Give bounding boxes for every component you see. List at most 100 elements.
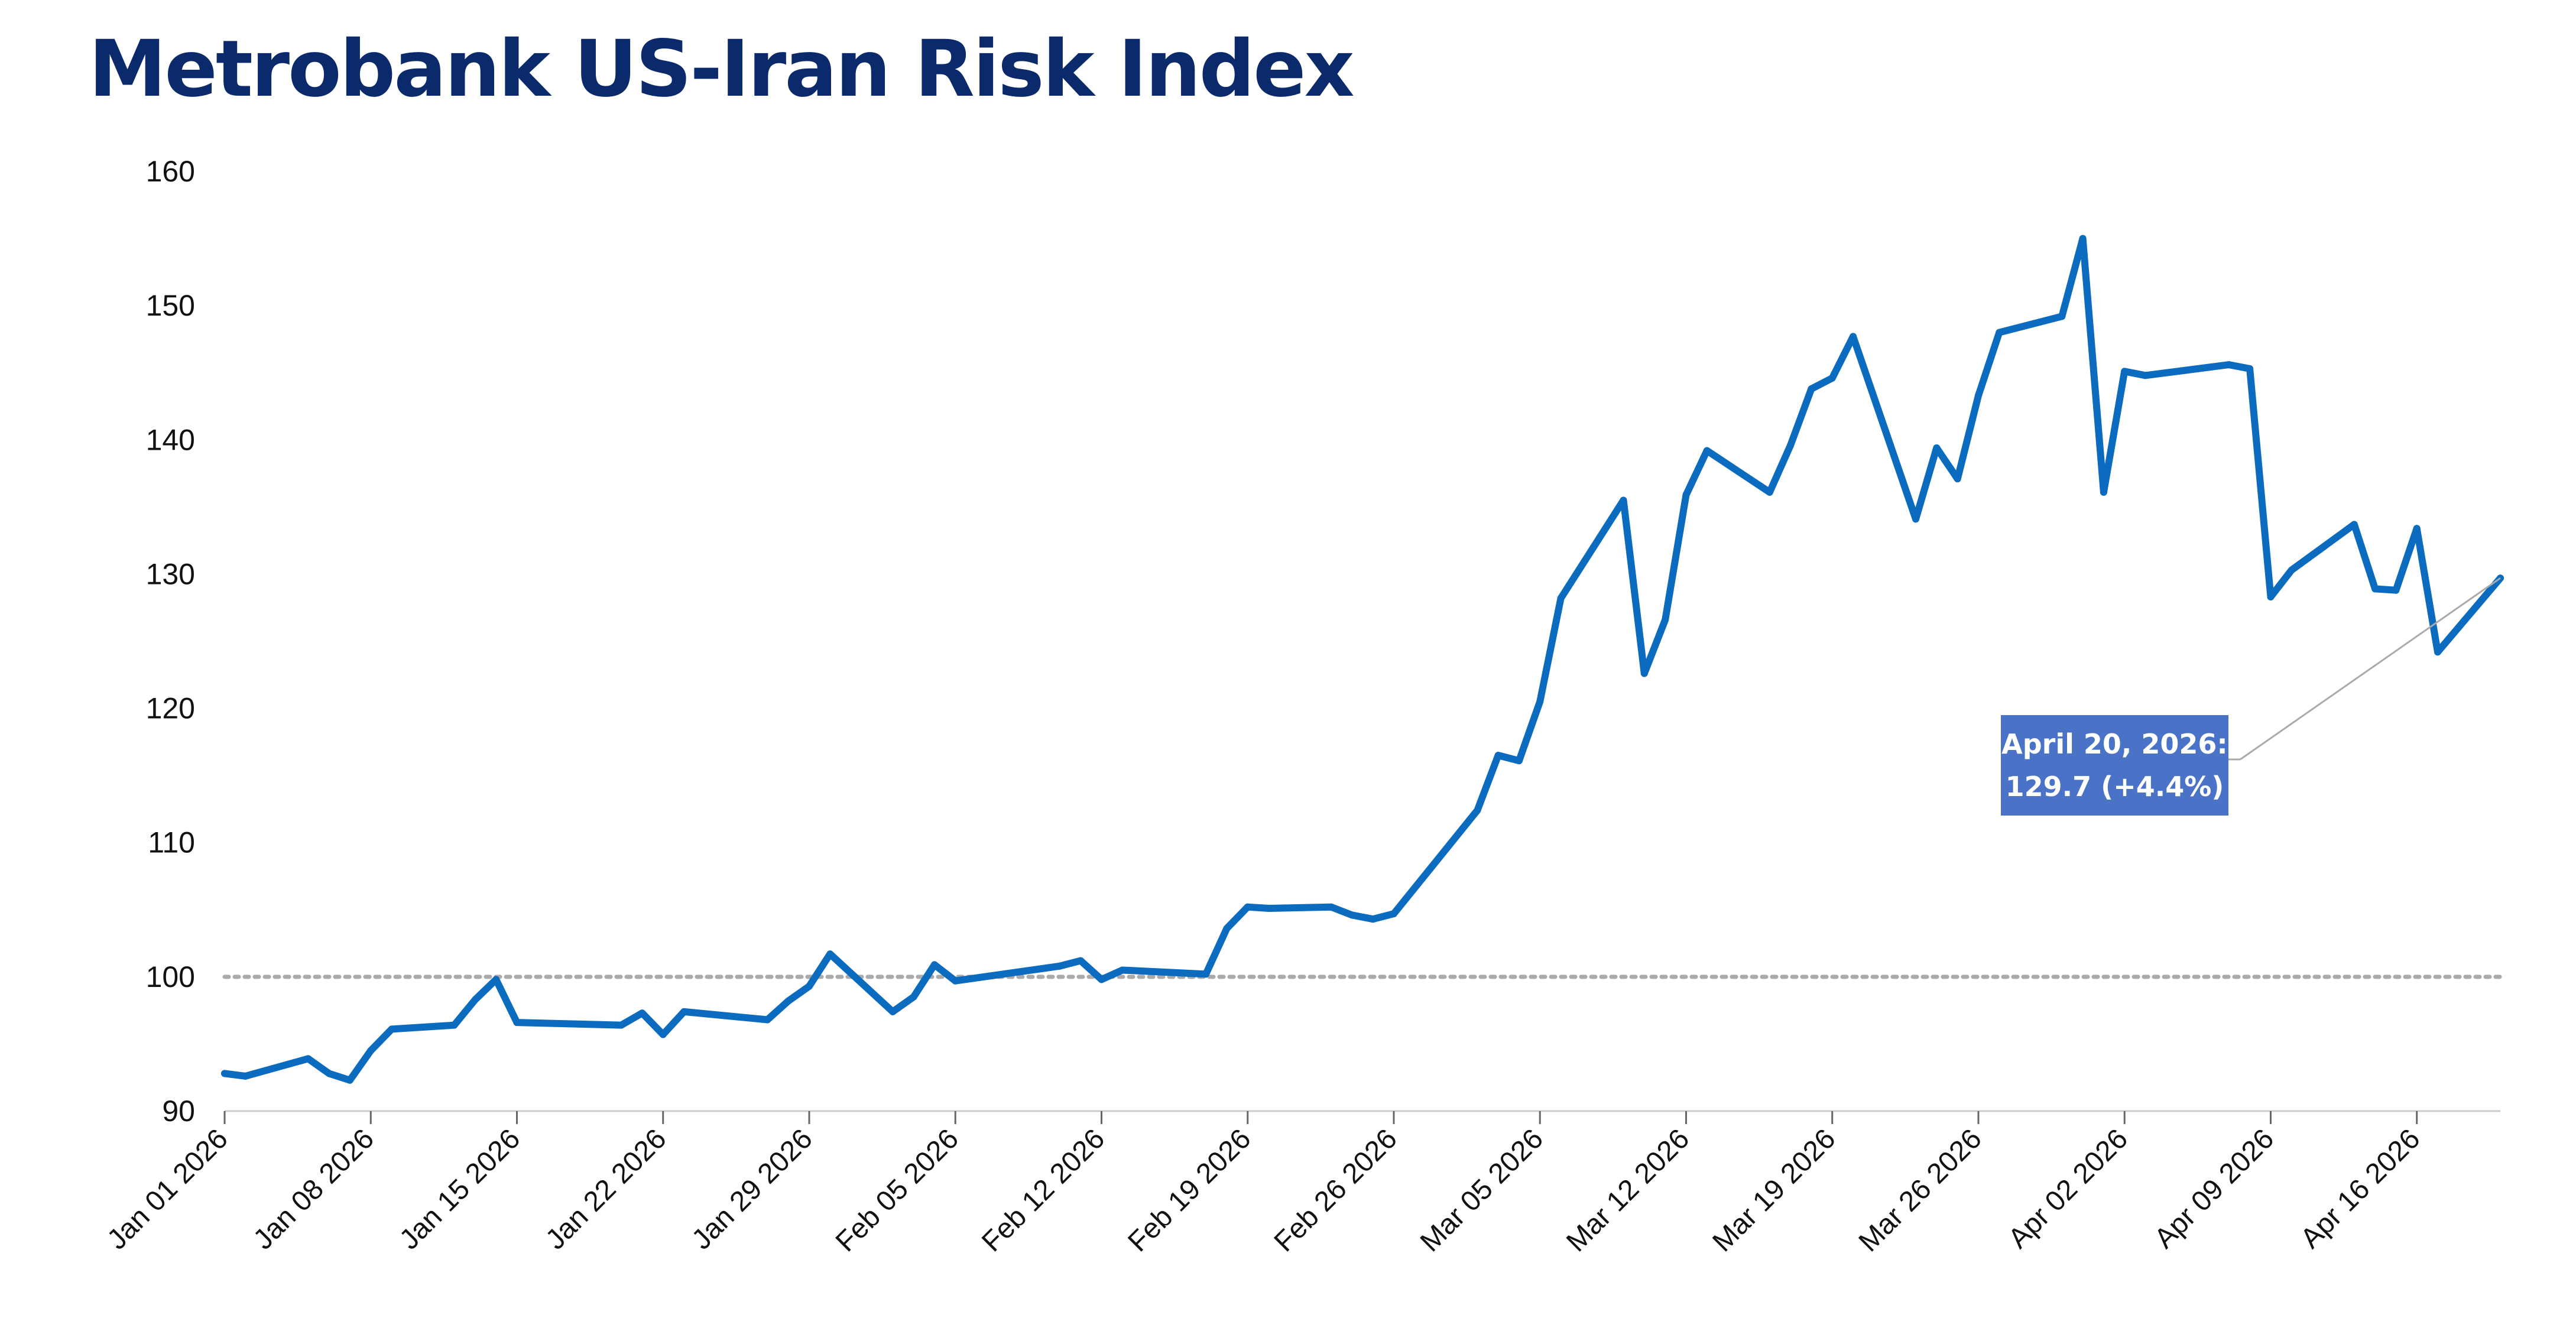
x-tick-label: Mar 05 2026 <box>1414 1123 1549 1258</box>
data-point <box>1850 333 1857 340</box>
data-point <box>1348 911 1356 919</box>
data-point <box>1265 905 1273 912</box>
data-point <box>806 982 813 990</box>
data-point <box>1515 757 1523 765</box>
data-point <box>513 1019 521 1027</box>
x-tick-label: Jan 22 2026 <box>540 1123 672 1255</box>
data-point <box>242 1072 249 1080</box>
data-point <box>2288 566 2295 574</box>
data-point <box>618 1021 625 1029</box>
data-point <box>1557 595 1565 602</box>
data-point <box>2142 372 2149 379</box>
data-point <box>2079 235 2087 242</box>
data-point <box>1369 915 1377 923</box>
x-tick-label: Feb 12 2026 <box>976 1123 1111 1258</box>
y-tick-label: 110 <box>148 826 195 859</box>
data-point <box>2434 648 2441 656</box>
x-tick-label: Jan 29 2026 <box>686 1123 818 1255</box>
data-point <box>910 993 917 1001</box>
annotation-line-1: April 20, 2026: <box>2001 728 2228 760</box>
x-tick-label: Feb 05 2026 <box>830 1123 965 1258</box>
x-tick-label: Feb 26 2026 <box>1268 1123 1403 1258</box>
data-point <box>2350 521 2358 528</box>
data-point <box>764 1016 771 1024</box>
data-point <box>1536 698 1544 706</box>
data-point <box>1328 903 1335 911</box>
data-points <box>221 235 2504 1084</box>
data-point <box>1808 385 1815 392</box>
data-point <box>889 1008 897 1015</box>
data-point <box>1954 475 1961 483</box>
data-point <box>1390 910 1397 918</box>
chart-title: Metrobank US-Iran Risk Index <box>89 24 1355 115</box>
data-point <box>346 1076 353 1084</box>
data-point <box>1787 441 1795 449</box>
data-point <box>1912 515 1919 523</box>
data-point <box>1494 752 1502 759</box>
y-tick-label: 140 <box>146 423 195 456</box>
annotation-leader-line <box>2240 577 2501 761</box>
annotation-callout-box <box>2001 715 2228 816</box>
data-point <box>1244 903 1251 911</box>
y-tick-label: 90 <box>162 1095 195 1128</box>
data-point <box>325 1070 333 1077</box>
data-point <box>680 1008 688 1015</box>
x-tick-label: Jan 01 2026 <box>101 1123 233 1255</box>
data-point <box>1682 491 1690 499</box>
data-point <box>638 1009 646 1017</box>
data-point <box>826 950 834 958</box>
data-point <box>1766 488 1773 496</box>
y-tick-label: 150 <box>146 289 195 322</box>
x-tick-label: Apr 02 2026 <box>2003 1123 2134 1254</box>
x-tick-label: Mar 19 2026 <box>1706 1123 1841 1258</box>
data-point <box>952 977 959 985</box>
data-point <box>471 996 479 1004</box>
y-tick-label: 120 <box>146 692 195 725</box>
y-tick-label: 100 <box>146 960 195 993</box>
data-point <box>1640 670 1648 677</box>
data-point <box>1996 329 2003 336</box>
data-point <box>367 1047 375 1054</box>
data-point <box>1098 976 1105 983</box>
data-point <box>1933 444 1941 452</box>
data-point <box>388 1025 395 1033</box>
data-point <box>1223 925 1231 933</box>
annotation-line-2: 129.7 (+4.4%) <box>2006 771 2224 803</box>
data-point <box>2371 585 2379 593</box>
data-point <box>1056 962 1063 970</box>
data-point <box>1118 966 1126 974</box>
data-point <box>492 976 500 983</box>
x-tick-label: Jan 15 2026 <box>394 1123 526 1255</box>
data-point <box>2267 593 2275 600</box>
data-point <box>784 997 792 1005</box>
data-point <box>1703 447 1711 454</box>
data-point <box>1474 807 1481 814</box>
data-point <box>450 1021 458 1029</box>
x-tick-label: Mar 12 2026 <box>1560 1123 1695 1258</box>
data-point <box>1828 374 1836 382</box>
data-point <box>221 1070 228 1077</box>
x-tick-label: Apr 16 2026 <box>2295 1123 2426 1254</box>
data-point <box>2413 525 2421 532</box>
data-point <box>2121 368 2129 375</box>
data-point <box>2392 586 2400 594</box>
x-tick-label: Jan 08 2026 <box>248 1123 380 1255</box>
x-tick-label: Mar 26 2026 <box>1853 1123 1988 1258</box>
x-tick-label: Feb 19 2026 <box>1122 1123 1257 1258</box>
y-axis-ticks: 90 100 110 120 130 140 150 160 <box>146 155 195 1128</box>
data-point <box>1975 392 1982 400</box>
data-point <box>1077 957 1085 964</box>
data-point <box>930 961 938 969</box>
data-point <box>2225 361 2233 369</box>
data-point <box>1202 970 1210 978</box>
y-tick-label: 130 <box>146 557 195 590</box>
data-point <box>1620 496 1627 504</box>
data-point <box>304 1055 312 1063</box>
data-point <box>1662 616 1669 623</box>
series-line <box>221 235 2504 1084</box>
data-point <box>2100 488 2107 496</box>
data-point <box>2246 365 2254 372</box>
data-point <box>2058 313 2066 320</box>
data-point <box>659 1031 667 1038</box>
